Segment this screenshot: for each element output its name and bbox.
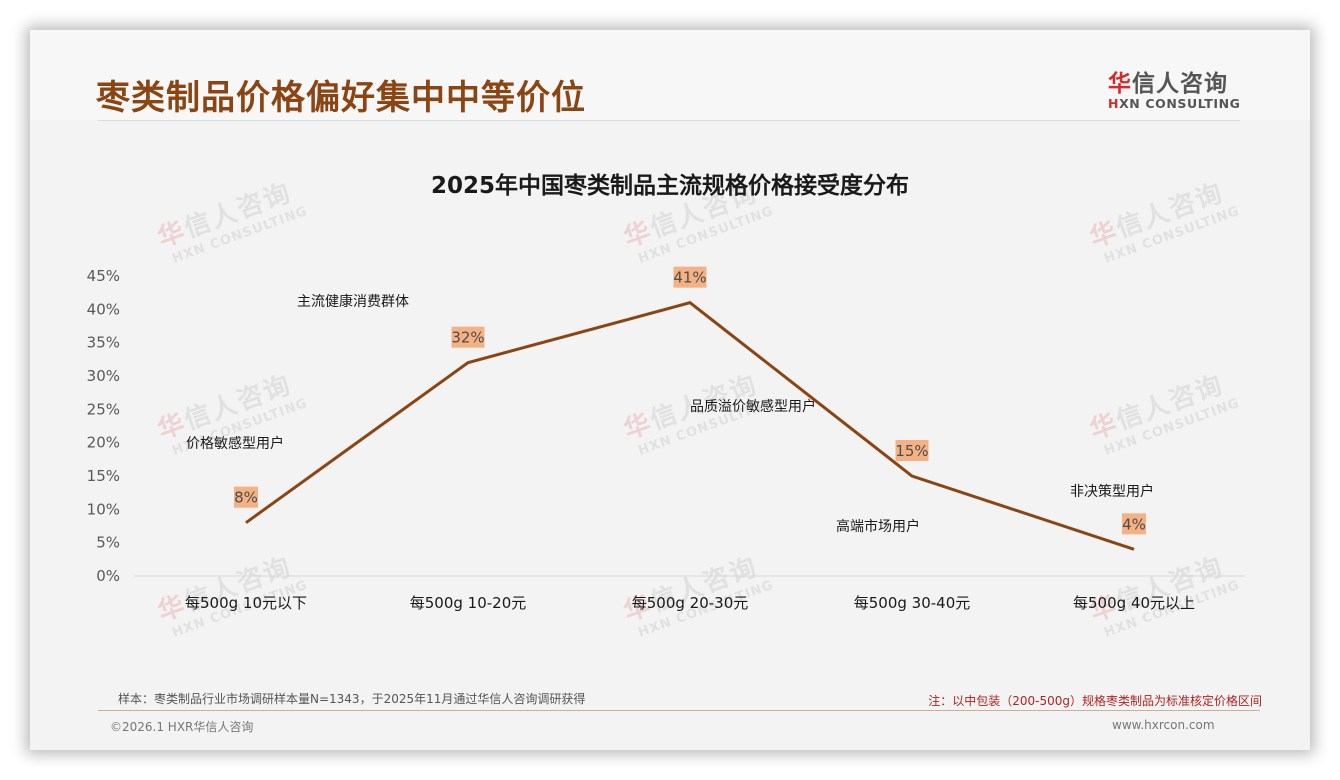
y-tick-label: 30%: [87, 367, 120, 385]
logo-cn: 华信人咨询: [1108, 71, 1228, 97]
x-category-label: 每500g 30-40元: [854, 594, 971, 612]
y-tick-label: 20%: [87, 434, 120, 452]
slide-card: 华信人咨询 HXN CONSULTING 华信人咨询 HXN CONSULTING …: [30, 30, 1310, 750]
segment-annotation: 价格敏感型用户: [186, 435, 284, 452]
y-tick-label: 25%: [87, 400, 120, 418]
chart-title: 2025年中国枣类制品主流规格价格接受度分布: [430, 173, 909, 199]
line-chart: 0% 5% 10% 15% 20% 25% 30% 35% 40% 45% 每500g 10元以下…: [87, 266, 1245, 612]
x-category-label: 每500g 40元以上: [1073, 594, 1195, 612]
y-tick-label: 45%: [87, 267, 120, 285]
copyright: ©2026.1 HXR华信人咨询: [110, 720, 254, 734]
data-label: 41%: [673, 269, 706, 287]
segment-annotation: 品质溢价敏感型用户: [690, 398, 816, 415]
website-link[interactable]: www.hxrcon.com: [1112, 718, 1215, 732]
y-tick-label: 0%: [96, 567, 120, 585]
data-label: 15%: [895, 442, 928, 460]
y-tick-label: 10%: [87, 500, 120, 518]
footer-divider: [98, 710, 1260, 711]
y-tick-label: 40%: [87, 300, 120, 318]
data-label-bg: [1122, 513, 1146, 535]
header-band: [30, 30, 1310, 120]
data-label-bg: [673, 266, 707, 288]
company-logo: 华信人咨询 HXN CONSULTING: [1108, 64, 1248, 111]
data-label: 8%: [234, 489, 258, 507]
segment-annotation: 非决策型用户: [1070, 483, 1154, 500]
x-category-label: 每500g 10元以下: [185, 594, 307, 612]
y-tick-label: 35%: [87, 334, 120, 352]
series-line: [245, 301, 1135, 551]
x-axis: 每500g 10元以下 每500g 10-20元 每500g 20-30元 每500g…: [185, 594, 1195, 612]
page-title: 枣类制品价格偏好集中中等价位: [96, 78, 586, 118]
y-tick-label: 5%: [96, 534, 120, 552]
remark-note: 注：以中包装（200-500g）规格枣类制品为标准核定价格区间: [928, 694, 1262, 708]
x-category-label: 每500g 10-20元: [410, 594, 527, 612]
data-label-bg: [895, 440, 929, 461]
sample-note: 样本：枣类制品行业市场调研样本量N=1343，于2025年11月通过华信人咨询调…: [118, 692, 586, 706]
segment-annotation: 高端市场用户: [836, 518, 920, 535]
title-divider: [98, 120, 1240, 121]
y-tick-label: 15%: [87, 467, 120, 485]
data-labels: 8% 32% 41% 15% 4%: [234, 266, 1146, 535]
data-label-bg: [234, 486, 258, 508]
data-label: 4%: [1122, 515, 1146, 533]
logo-en: HXN CONSULTING: [1108, 96, 1241, 111]
data-label-bg: [451, 326, 485, 348]
data-label: 32%: [451, 329, 484, 347]
x-category-label: 每500g 20-30元: [632, 594, 749, 612]
y-axis: 0% 5% 10% 15% 20% 25% 30% 35% 40% 45%: [87, 267, 120, 585]
segment-annotation: 主流健康消费群体: [297, 293, 409, 310]
